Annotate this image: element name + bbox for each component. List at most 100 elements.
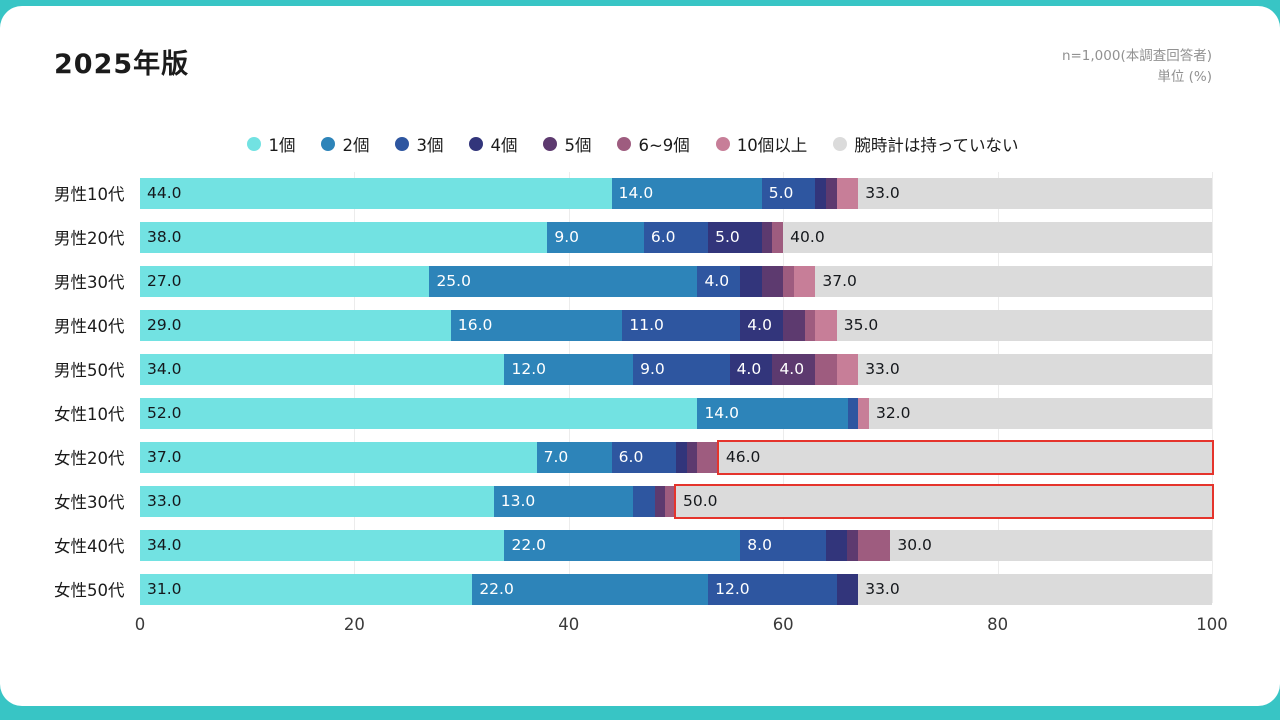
chart-notes: n=1,000(本調査回答者) 単位 (%): [1062, 42, 1212, 88]
segment-value-label: 31.0: [147, 579, 182, 598]
chart-row: 女性40代 34.0 22.0 8.0 30.0: [54, 529, 1212, 561]
bar-segment: 14.0: [697, 397, 848, 429]
bar-segment: [847, 397, 859, 429]
bar-segment: [675, 441, 687, 473]
chart-legend: 1個 2個 3個 4個 5個 6~9個 10個以上 腕時計は持っていない: [54, 132, 1212, 156]
segment-value-label: 38.0: [147, 227, 182, 246]
chart-row: 男性30代 27.0 25.0 4.0 37.0: [54, 265, 1212, 297]
legend-label: 4個: [490, 135, 518, 155]
bar-segment: [804, 309, 816, 341]
bar-segment: [654, 485, 666, 517]
gridline: [997, 171, 999, 603]
chart-card: 2025年版 n=1,000(本調査回答者) 単位 (%) 1個 2個 3個 4個 5個…: [0, 6, 1280, 706]
bar-segment: [836, 353, 859, 385]
header: 2025年版 n=1,000(本調査回答者) 単位 (%): [54, 42, 1212, 88]
bar-segment: [665, 485, 676, 517]
bar-segment: 4.0: [729, 353, 773, 385]
chart-row: 女性30代 33.0 13.0 50.0: [54, 483, 1214, 519]
bar-segment: [847, 529, 859, 561]
segment-value-label: 12.0: [715, 579, 750, 598]
bar-track: 38.0 9.0 6.0 5.0 40.0: [140, 221, 1212, 253]
bar-segment: 27.0: [140, 265, 430, 297]
legend-dot-icon: [469, 136, 484, 151]
bar-track: 34.0 12.0 9.0 4.0 4.0 33.0: [140, 353, 1212, 385]
x-axis: 0 20 40 60 80 100: [135, 609, 1228, 643]
bar-segment: 5.0: [708, 221, 762, 253]
segment-value-label: 40.0: [790, 227, 825, 246]
bar-segment: [836, 177, 859, 209]
bar-segment: 33.0: [858, 573, 1212, 605]
segment-value-label: 32.0: [875, 403, 911, 422]
bar-segment: 29.0: [140, 309, 451, 341]
bar-track: 52.0 14.0 32.0: [140, 397, 1212, 429]
page-title: 2025年版: [54, 49, 190, 80]
bar-track: 29.0 16.0 11.0 4.0 35.0: [140, 309, 1212, 341]
bar-segment: [761, 221, 773, 253]
segment-value-label: 44.0: [147, 183, 182, 202]
bar-track: 34.0 22.0 8.0 30.0: [140, 529, 1212, 561]
segment-value-label: 29.0: [147, 315, 182, 334]
bar-segment: 25.0: [429, 265, 698, 297]
bar-segment-highlighted: 50.0: [673, 483, 1214, 519]
bar-segment-highlighted: 46.0: [716, 439, 1214, 475]
segment-value-label: 22.0: [511, 535, 546, 554]
segment-value-label: 16.0: [457, 315, 493, 334]
bar-segment: 4.0: [740, 309, 784, 341]
segment-value-label: 37.0: [147, 447, 182, 466]
gridline: [354, 171, 356, 603]
x-axis-tick: 60: [772, 614, 794, 634]
segment-value-label: 33.0: [147, 491, 182, 510]
gridline: [783, 171, 785, 603]
bar-segment: 37.0: [140, 441, 537, 473]
bar-segment: 30.0: [890, 529, 1212, 561]
segment-value-label: 46.0: [725, 447, 761, 466]
segment-value-label: 33.0: [865, 359, 900, 378]
segment-value-label: 11.0: [629, 315, 664, 334]
row-label: 男性20代: [54, 229, 125, 249]
bar-segment: 31.0: [140, 573, 473, 605]
chart-row: 女性50代 31.0 22.0 12.0 33.0: [54, 573, 1212, 605]
legend-label: 5個: [564, 135, 592, 155]
segment-value-label: 35.0: [843, 315, 879, 334]
stacked-bar-chart: 男性10代 44.0 14.0 5.0 33.0 男性20代 38.0 9.0 6.0 5.0 40…: [54, 171, 1214, 605]
segment-value-label: 9.0: [640, 359, 665, 378]
bar-segment: [793, 265, 816, 297]
segment-value-label: 6.0: [650, 227, 676, 246]
bar-segment: [740, 265, 762, 297]
legend-item: 腕時計は持っていない: [833, 132, 1019, 156]
bar-segment: 6.0: [611, 441, 676, 473]
x-axis-tick: 100: [1196, 614, 1228, 634]
segment-value-label: 5.0: [768, 183, 794, 202]
bar-segment: [761, 265, 784, 297]
segment-value-label: 34.0: [147, 535, 182, 554]
bar-segment: 6.0: [643, 221, 709, 253]
bar-segment: [815, 353, 837, 385]
legend-dot-icon: [617, 136, 632, 151]
legend-item: 5個: [543, 132, 591, 156]
segment-value-label: 34.0: [147, 359, 182, 378]
legend-label: 1個: [268, 135, 296, 155]
bar-segment: 12.0: [708, 573, 837, 605]
bar-segment: [826, 529, 848, 561]
legend-dot-icon: [247, 136, 262, 151]
segment-value-label: 30.0: [897, 535, 932, 554]
bar-segment: 52.0: [140, 397, 698, 429]
bar-segment: 13.0: [493, 485, 634, 517]
bar-segment: [836, 573, 859, 605]
row-label: 男性50代: [54, 361, 125, 381]
bar-segment: 34.0: [140, 529, 505, 561]
legend-label: 2個: [342, 135, 370, 155]
legend-label: 6~9個: [638, 135, 690, 155]
legend-dot-icon: [321, 136, 336, 151]
bar-segment: 34.0: [140, 353, 505, 385]
grid-overlay: [140, 171, 1213, 603]
bar-segment: [858, 397, 869, 429]
segment-value-label: 4.0: [747, 315, 772, 334]
bar-segment: 32.0: [868, 397, 1212, 429]
bar-segment: 9.0: [547, 221, 644, 253]
x-axis-tick: 40: [558, 614, 580, 634]
segment-value-label: 22.0: [479, 579, 514, 598]
segment-value-label: 27.0: [147, 271, 182, 290]
chart-row: 女性20代 37.0 7.0 6.0 46.0: [54, 439, 1214, 475]
legend-item: 4個: [469, 132, 517, 156]
